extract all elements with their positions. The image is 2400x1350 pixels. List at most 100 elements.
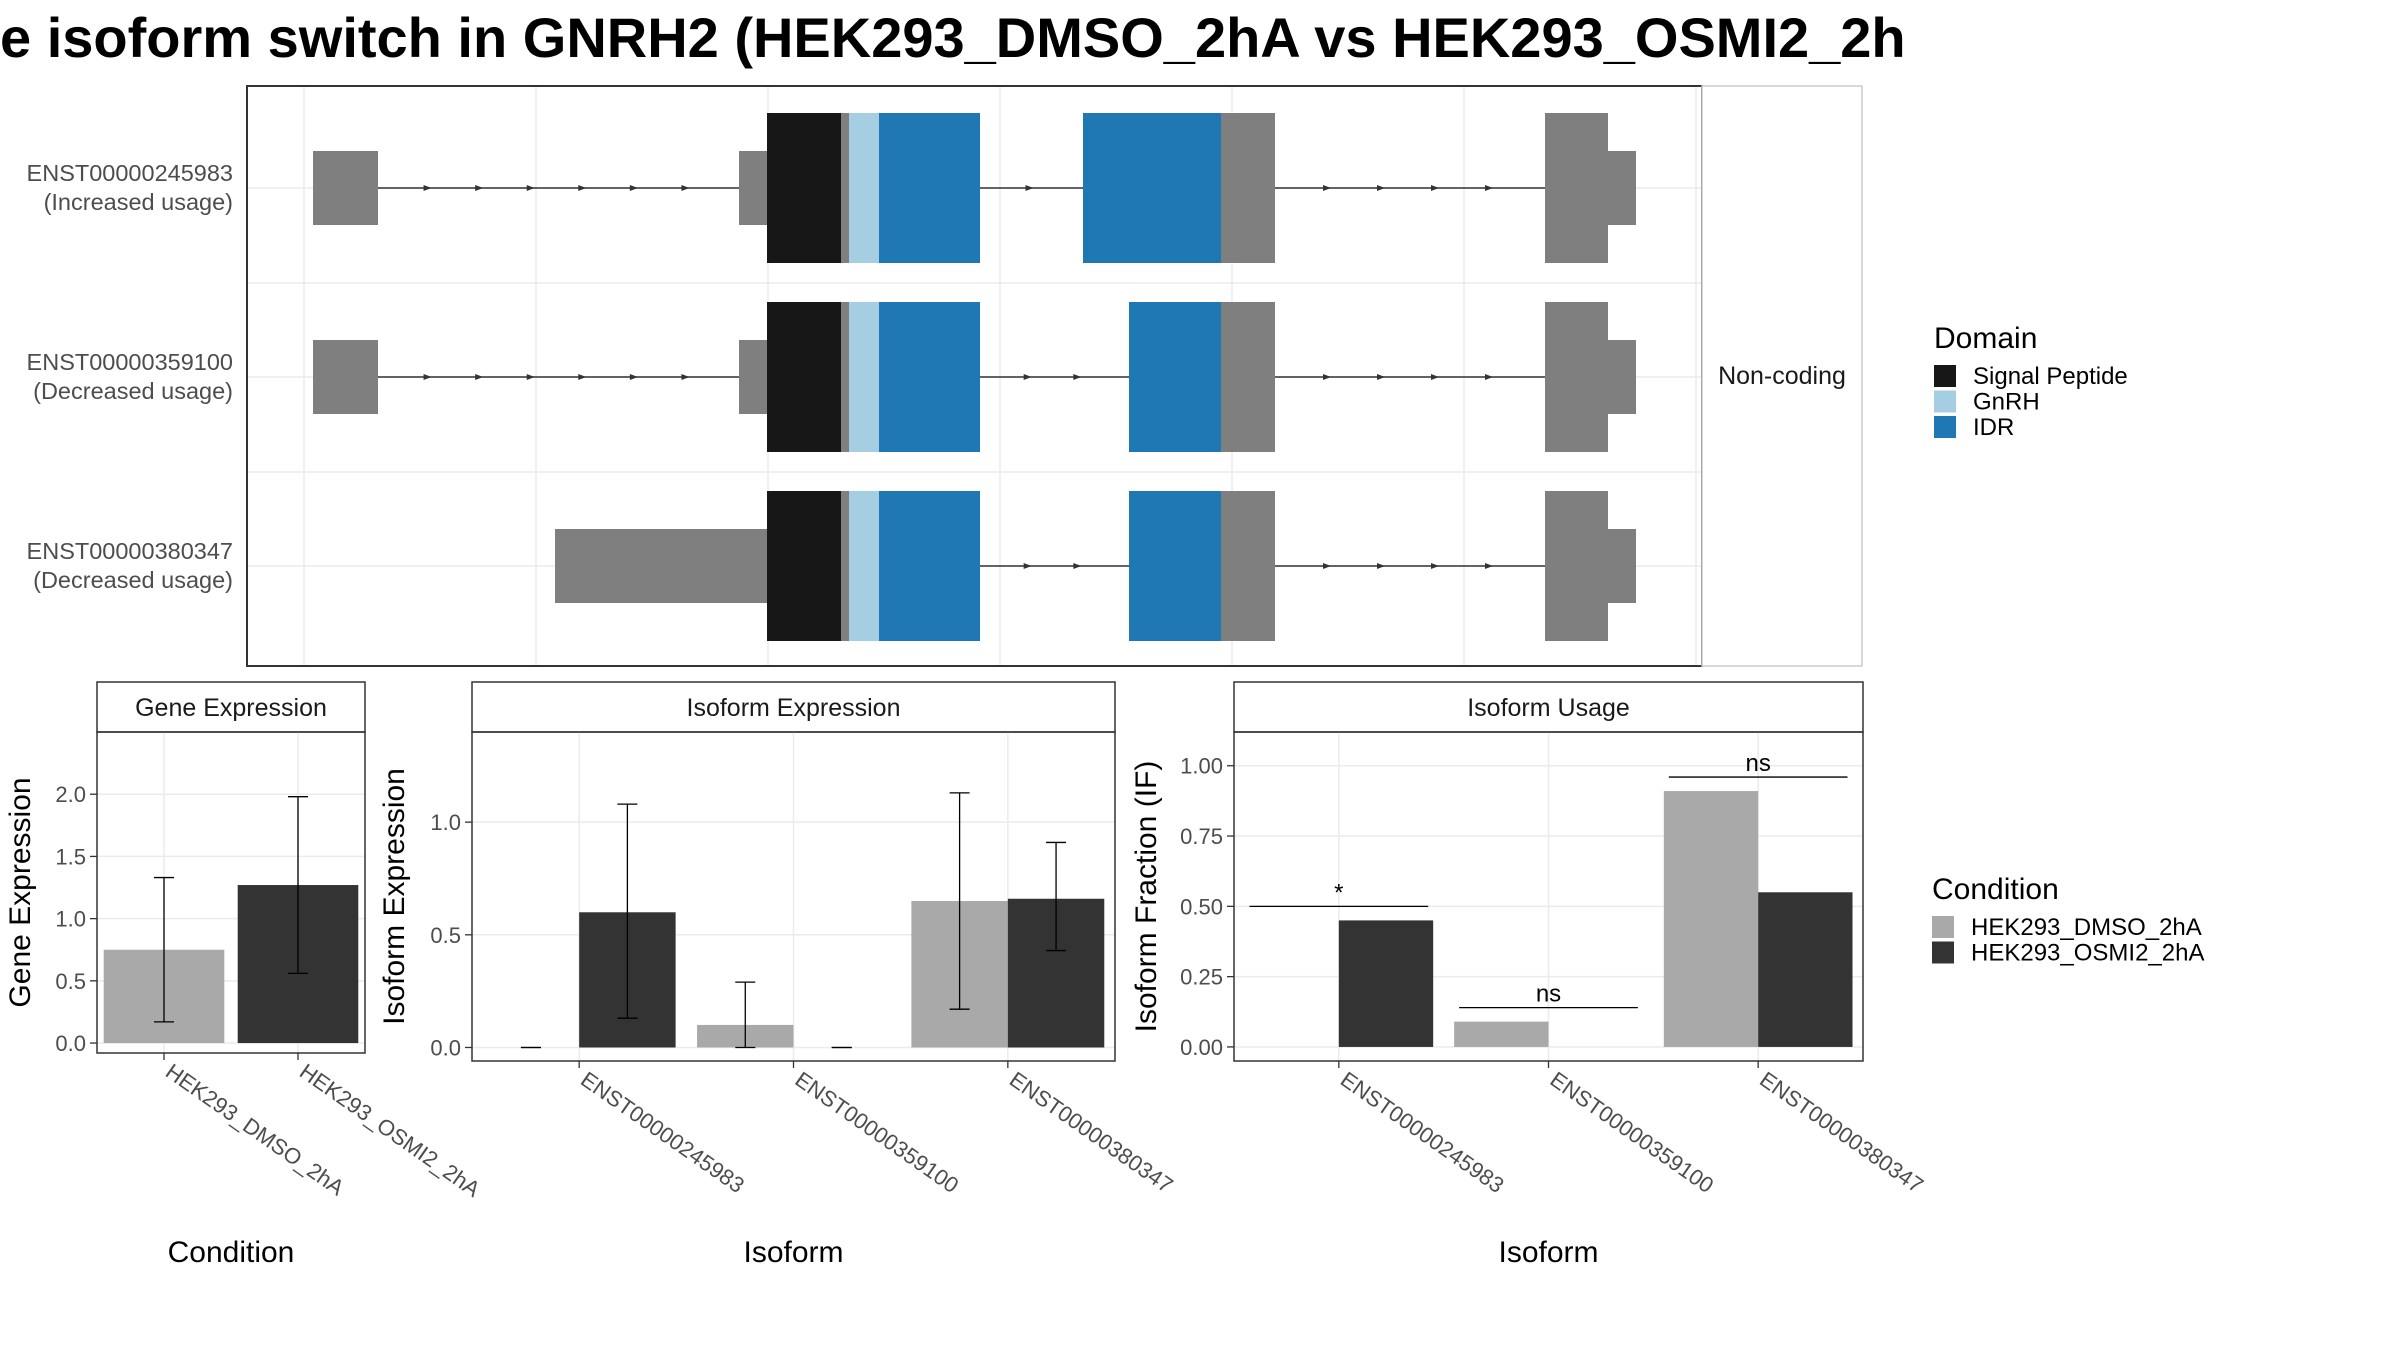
transcript-label: ENST00000380347 — [27, 538, 233, 564]
legend-label: IDR — [1973, 414, 2014, 441]
legend-label: GnRH — [1973, 389, 2040, 416]
panel-border — [96, 731, 366, 1054]
panel-strip-title: Isoform Expression — [687, 694, 901, 722]
chart-title: e isoform switch in GNRH2 (HEK293_DMSO_2… — [0, 6, 1906, 69]
bar — [1758, 892, 1853, 1047]
intron-arrow — [423, 374, 432, 380]
y-tick-label: 1.00 — [1180, 754, 1223, 779]
idr-domain — [879, 302, 980, 452]
intron-arrow — [1431, 185, 1439, 191]
intron-arrow — [1073, 374, 1082, 380]
legend-label: Signal Peptide — [1973, 363, 2128, 390]
panel-strip — [471, 681, 1116, 733]
y-tick-label: 1.5 — [55, 844, 86, 869]
intron-arrow — [1023, 563, 1032, 569]
coding-region — [1221, 491, 1275, 641]
legend-swatch — [1932, 916, 1954, 938]
x-tick-label: ENST00000380347 — [1755, 1067, 1928, 1198]
gnrh-domain — [849, 113, 879, 263]
utr-exon — [1608, 340, 1636, 414]
isoform-expression-panel: Isoform Expression 0.0 0.5 1.0 ENST000002459… — [378, 681, 1178, 1269]
intron-arrow — [475, 374, 484, 380]
bar — [1454, 1021, 1549, 1047]
signal-peptide-domain — [767, 491, 841, 641]
legend-label: HEK293_DMSO_2hA — [1971, 914, 2202, 941]
y-tick-label: 0.0 — [430, 1035, 461, 1060]
coding-region — [841, 113, 849, 263]
signal-peptide-domain — [767, 302, 841, 452]
x-tick-label: ENST00000359100 — [791, 1067, 964, 1198]
gene-structure-panel: ENST00000245983 (Increased usage) ENST0000… — [27, 85, 1863, 667]
utr-exon — [739, 151, 767, 225]
y-tick-label: 2.0 — [55, 782, 86, 807]
y-axis-title: Isoform Fraction (IF) — [1130, 761, 1163, 1033]
y-tick-label: 0.5 — [430, 923, 461, 948]
facet-strip — [1701, 85, 1863, 667]
x-tick-label: ENST00000245983 — [576, 1067, 749, 1198]
intron-arrow — [423, 185, 432, 191]
utr-exon — [739, 340, 767, 414]
intron-arrow — [1485, 563, 1493, 569]
idr-domain — [1129, 491, 1221, 641]
y-tick-label: 0.00 — [1180, 1035, 1223, 1060]
intron-arrow — [629, 374, 638, 380]
x-axis-title: Isoform — [1498, 1236, 1598, 1269]
panel-strip-title: Isoform Usage — [1467, 694, 1630, 722]
coding-region — [1545, 302, 1608, 452]
significance-label: * — [1334, 879, 1343, 906]
y-tick-label: 0.25 — [1180, 965, 1223, 990]
intron-arrow — [681, 374, 690, 380]
coding-region — [841, 302, 849, 452]
intron-arrow — [1023, 374, 1032, 380]
legend-swatch — [1934, 416, 1956, 438]
x-tick-label: ENST00000359100 — [1546, 1067, 1719, 1198]
idr-domain — [879, 491, 980, 641]
bar — [1663, 791, 1759, 1047]
intron-arrow — [526, 185, 535, 191]
facet-label: Non-coding — [1718, 362, 1846, 390]
intron-arrow — [1323, 185, 1331, 191]
legend-label: HEK293_OSMI2_2hA — [1971, 940, 2204, 967]
intron-arrow — [1323, 374, 1331, 380]
signal-peptide-domain — [767, 113, 841, 263]
y-tick-label: 0.75 — [1180, 824, 1223, 849]
intron-arrow — [475, 185, 484, 191]
transcript-usage-label: (Increased usage) — [44, 189, 233, 215]
transcript-usage-label: (Decreased usage) — [33, 378, 233, 404]
intron-arrow — [1323, 563, 1331, 569]
legend-swatch — [1934, 390, 1956, 413]
x-tick-label: ENST00000245983 — [1336, 1067, 1509, 1198]
bar — [1338, 920, 1434, 1047]
y-tick-label: 0.5 — [55, 969, 86, 994]
utr-exon — [313, 340, 378, 414]
idr-domain — [1129, 302, 1221, 452]
transcript-label: ENST00000359100 — [27, 349, 233, 375]
intron-arrow — [1377, 374, 1385, 380]
idr-domain — [1083, 113, 1221, 263]
significance-label: ns — [1536, 981, 1561, 1008]
intron-arrow — [578, 374, 587, 380]
y-tick-label: 1.0 — [55, 907, 86, 932]
intron-arrow — [1377, 563, 1385, 569]
utr-exon — [1608, 529, 1636, 603]
x-axis-title: Condition — [168, 1236, 295, 1269]
coding-region — [1221, 113, 1275, 263]
panel-strip-title: Gene Expression — [135, 694, 327, 722]
x-axis-title: Isoform — [743, 1236, 843, 1269]
gnrh-domain — [849, 302, 879, 452]
idr-domain — [879, 113, 980, 263]
y-tick-label: 0.50 — [1180, 894, 1223, 919]
utr-exon — [1608, 151, 1636, 225]
intron-arrow — [1377, 185, 1385, 191]
intron-arrow — [578, 185, 587, 191]
y-tick-label: 1.0 — [430, 810, 461, 835]
gene-expression-panel: Gene Expression0.00.51.01.52.0HEK293_DMS… — [4, 681, 485, 1269]
intron-arrow — [629, 185, 638, 191]
intron-arrow — [1485, 185, 1493, 191]
legend-swatch — [1932, 941, 1954, 964]
utr-exon — [555, 529, 767, 603]
intron-arrow — [526, 374, 535, 380]
coding-region — [841, 491, 849, 641]
